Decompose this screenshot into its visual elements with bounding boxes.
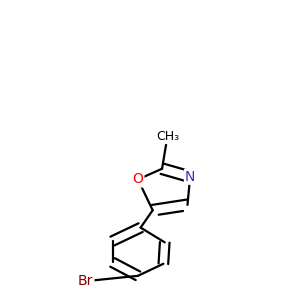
Text: O: O (133, 172, 143, 186)
Text: CH₃: CH₃ (156, 130, 179, 143)
Text: Br: Br (78, 274, 93, 288)
Text: N: N (185, 170, 195, 184)
